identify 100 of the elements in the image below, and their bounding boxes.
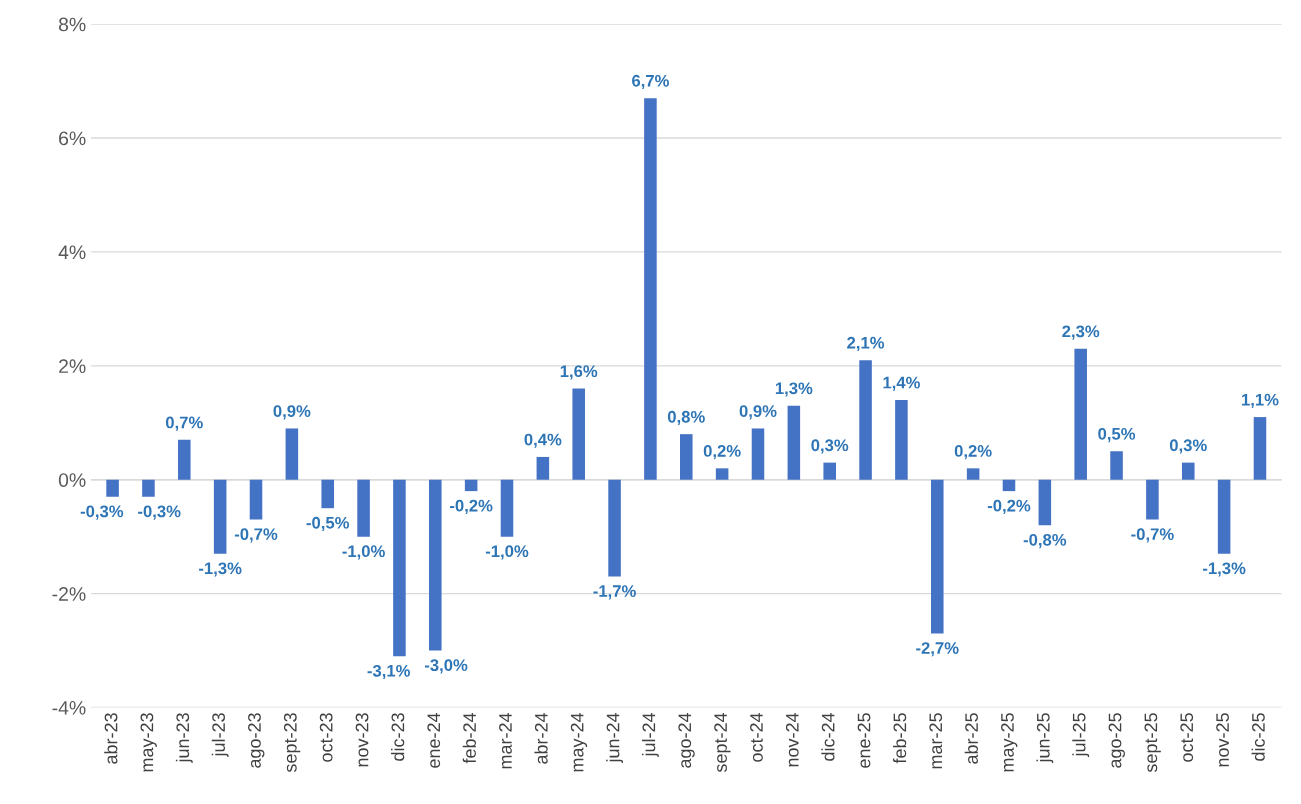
bar [1253, 417, 1267, 480]
data-label: -1,3% [199, 562, 242, 577]
bar [751, 428, 765, 480]
data-label: 0,9% [273, 405, 311, 420]
x-tick-label: abr-23 [104, 713, 118, 764]
y-tick-label: 8% [58, 17, 86, 32]
data-label: -0,8% [1023, 533, 1067, 549]
bar [644, 98, 657, 480]
data-label: -1,0% [485, 545, 529, 560]
bar [536, 456, 550, 480]
bar [393, 479, 406, 657]
data-label: 0,3% [811, 439, 849, 454]
data-label: -0,7% [234, 528, 278, 543]
data-label: -2,7% [916, 642, 959, 657]
data-label: -0,2% [987, 499, 1031, 514]
bar [429, 479, 442, 651]
data-label: 1,4% [883, 376, 920, 391]
bar [572, 388, 585, 480]
x-tick-label: jul-25 [1072, 713, 1090, 757]
y-tick-label: -2% [52, 587, 86, 601]
x-tick-label: oct-23 [319, 713, 333, 762]
x-tick-label: feb-24 [462, 712, 476, 764]
y-tick-label: 4% [58, 245, 86, 260]
x-tick-label: jun-23 [175, 713, 193, 764]
x-tick-label: jul-24 [642, 712, 659, 757]
data-label: 0,8% [667, 410, 705, 426]
bar [285, 428, 299, 480]
x-tick-label: sept-25 [1144, 713, 1161, 773]
x-tick-label: ago-24 [678, 712, 695, 768]
bar [715, 468, 729, 480]
x-tick-label: ago-25 [1108, 713, 1125, 768]
x-tick-label: oct-24 [750, 712, 763, 762]
data-label: 0,2% [703, 445, 741, 460]
data-label: -1,3% [1203, 562, 1246, 577]
bar [1181, 462, 1195, 480]
bar [1146, 479, 1159, 520]
bar [178, 439, 191, 480]
x-tick-label: may-24 [570, 712, 588, 772]
data-label: 0,4% [524, 433, 562, 448]
data-label: 2,1% [847, 336, 885, 352]
data-label: 2,3% [1062, 325, 1100, 340]
bar [787, 405, 801, 480]
bar [106, 479, 119, 497]
data-label: -0,2% [450, 499, 493, 514]
bar [1110, 451, 1123, 480]
x-tick-label: nov-23 [355, 713, 369, 767]
data-label: 0,5% [1098, 427, 1136, 443]
bar [966, 468, 980, 480]
bar [1074, 348, 1087, 480]
data-label: 0,3% [1169, 439, 1207, 454]
bar [464, 479, 478, 492]
data-label: 1,6% [560, 365, 598, 380]
y-tick-label: 6% [59, 131, 86, 146]
x-tick-label: jul-23 [211, 713, 229, 757]
x-tick-label: oct-25 [1180, 713, 1194, 762]
data-label: -0,3% [80, 505, 124, 520]
x-tick-label: dic-23 [391, 713, 405, 761]
bar [357, 479, 370, 537]
bar [930, 479, 944, 634]
x-tick-label: sept-24 [714, 712, 731, 773]
x-tick-label: sept-23 [283, 713, 301, 773]
bar [895, 399, 908, 480]
bar [142, 479, 155, 497]
data-label: 1,1% [1242, 393, 1279, 408]
data-label: -3,1% [367, 664, 410, 680]
data-label: -0,3% [138, 505, 181, 520]
x-tick-label: ene-25 [857, 713, 871, 768]
x-tick-label: mar-25 [929, 713, 943, 769]
x-tick-label: ago-23 [248, 713, 265, 768]
data-label: -0,5% [306, 516, 350, 532]
bar [680, 434, 693, 480]
data-label: 0,7% [165, 416, 203, 431]
bar [823, 462, 836, 480]
bar [213, 479, 227, 554]
x-tick-label: nov-24 [785, 712, 799, 767]
x-tick-label: dic-25 [1251, 713, 1265, 761]
x-tick-label: ene-24 [427, 712, 441, 768]
x-tick-label: abr-25 [964, 713, 978, 764]
x-tick-label: nov-25 [1216, 713, 1229, 767]
bar [859, 360, 872, 480]
bar [500, 479, 514, 537]
x-tick-label: mar-24 [499, 712, 512, 769]
x-tick-label: jun-25 [1036, 713, 1054, 764]
bar [321, 479, 334, 509]
x-tick-label: may-23 [140, 713, 157, 772]
y-tick-label: -4% [52, 701, 86, 715]
data-label: -1,7% [593, 585, 636, 600]
bar [1217, 479, 1231, 554]
x-tick-label: jun-24 [606, 712, 623, 764]
x-tick-label: feb-25 [893, 713, 907, 764]
x-tick-label: abr-24 [534, 712, 548, 764]
data-label: -0,7% [1131, 528, 1174, 543]
data-label: -1,0% [342, 545, 385, 560]
bar [1002, 479, 1016, 492]
data-label: 0,2% [954, 445, 992, 460]
bar [249, 479, 263, 520]
data-label: -3,0% [424, 659, 468, 674]
y-tick-label: 2% [59, 359, 86, 373]
x-tick-label: dic-24 [821, 712, 835, 761]
x-tick-label: may-25 [1001, 713, 1018, 772]
